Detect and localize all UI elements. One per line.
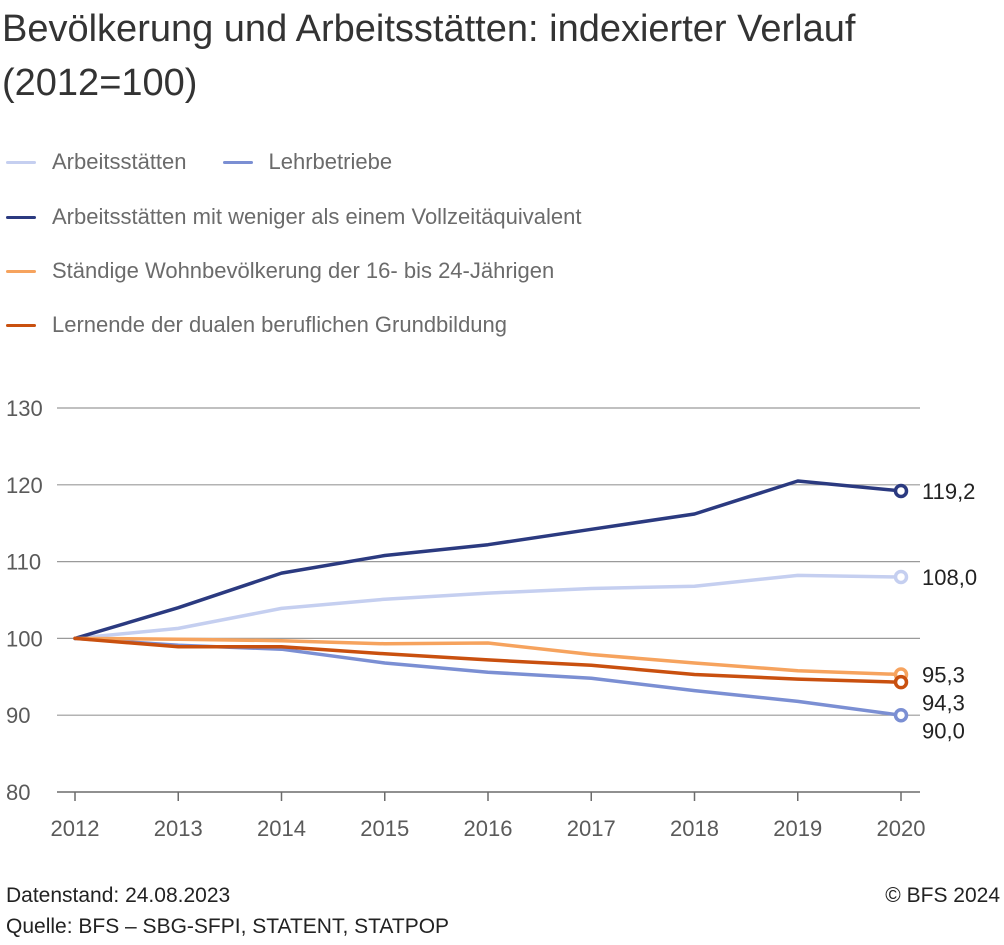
- legend-row-4: Lernende der dualen beruflichen Grundbil…: [6, 305, 543, 345]
- legend-item-arbeitsstaetten[interactable]: Arbeitsstätten: [6, 149, 187, 175]
- x-tick-label: 2015: [360, 816, 409, 841]
- x-tick-label: 2018: [670, 816, 719, 841]
- series-line-3: [73, 636, 903, 677]
- legend-label: Arbeitsstätten mit weniger als einem Vol…: [52, 204, 582, 229]
- legend-swatch: [6, 269, 36, 273]
- series-line-4: [73, 636, 903, 684]
- legend-swatch: [6, 160, 36, 164]
- series-end-label-3: 95,3: [922, 662, 965, 687]
- datenstand-text: Datenstand: 24.08.2023: [6, 884, 231, 907]
- series-line-0: [73, 573, 903, 641]
- y-tick-label: 110: [6, 550, 41, 575]
- legend-item-wohnbevoelkerung[interactable]: Ständige Wohnbevölkerung der 16- bis 24-…: [6, 258, 554, 284]
- legend-swatch: [6, 323, 36, 327]
- y-tick-label: 120: [6, 473, 43, 498]
- y-tick-label: 90: [6, 703, 30, 728]
- quelle-text: Quelle: BFS – SBG-SFPI, STATENT, STATPOP: [6, 915, 450, 938]
- x-tick-label: 2014: [257, 816, 306, 841]
- y-tick-label: 100: [6, 626, 43, 651]
- legend-row-2: Arbeitsstätten mit weniger als einem Vol…: [6, 197, 618, 237]
- legend-label: Ständige Wohnbevölkerung der 16- bis 24-…: [52, 258, 555, 283]
- legend-label: Lernende der dualen beruflichen Grundbil…: [52, 312, 508, 337]
- x-tick-label: 2016: [464, 816, 513, 841]
- legend-label: Arbeitsstätten: [52, 149, 187, 174]
- y-tick-label: 80: [6, 780, 30, 805]
- series-end-marker-1: [893, 707, 909, 723]
- series-end-label-2: 119,2: [922, 479, 975, 504]
- legend-swatch: [6, 215, 36, 219]
- series-end-label-1: 90,0: [922, 718, 965, 743]
- series-end-label-0: 108,0: [922, 565, 977, 590]
- series-end-label-4: 94,3: [922, 690, 965, 715]
- line-chart: 80 90 100 110 120 130 2012 2013 2014 2015 2016 2017…: [6, 396, 977, 841]
- legend-label: Lehrbetriebe: [268, 149, 393, 174]
- footer-source: Datenstand: 24.08.2023 Quelle: BFS – SBG…: [6, 880, 449, 942]
- x-tick-label: 2019: [773, 816, 822, 841]
- series-line-2: [73, 479, 903, 641]
- legend-item-lernende[interactable]: Lernende der dualen beruflichen Grundbil…: [6, 312, 507, 338]
- y-tick-label: 130: [6, 396, 43, 421]
- series-end-marker-2: [893, 483, 909, 499]
- legend-row-1: Arbeitsstätten Lehrbetriebe: [6, 142, 428, 182]
- legend-item-lehrbetriebe[interactable]: Lehrbetriebe: [222, 149, 393, 175]
- copyright-text: © BFS 2024: [885, 884, 1000, 907]
- x-tick-label: 2012: [51, 816, 100, 841]
- x-tick-label: 2013: [154, 816, 203, 841]
- legend-swatch: [222, 160, 253, 164]
- series-end-marker-4: [893, 674, 909, 690]
- x-tick-label: 2020: [877, 816, 926, 841]
- chart-title: Bevölkerung und Arbeitsstätten: indexier…: [2, 8, 856, 104]
- legend-row-3: Ständige Wohnbevölkerung der 16- bis 24-…: [6, 251, 590, 291]
- x-tick-label: 2017: [567, 816, 616, 841]
- series-end-marker-0: [893, 569, 909, 585]
- legend-item-arbeitsstaetten-weniger-vza[interactable]: Arbeitsstätten mit weniger als einem Vol…: [6, 204, 582, 230]
